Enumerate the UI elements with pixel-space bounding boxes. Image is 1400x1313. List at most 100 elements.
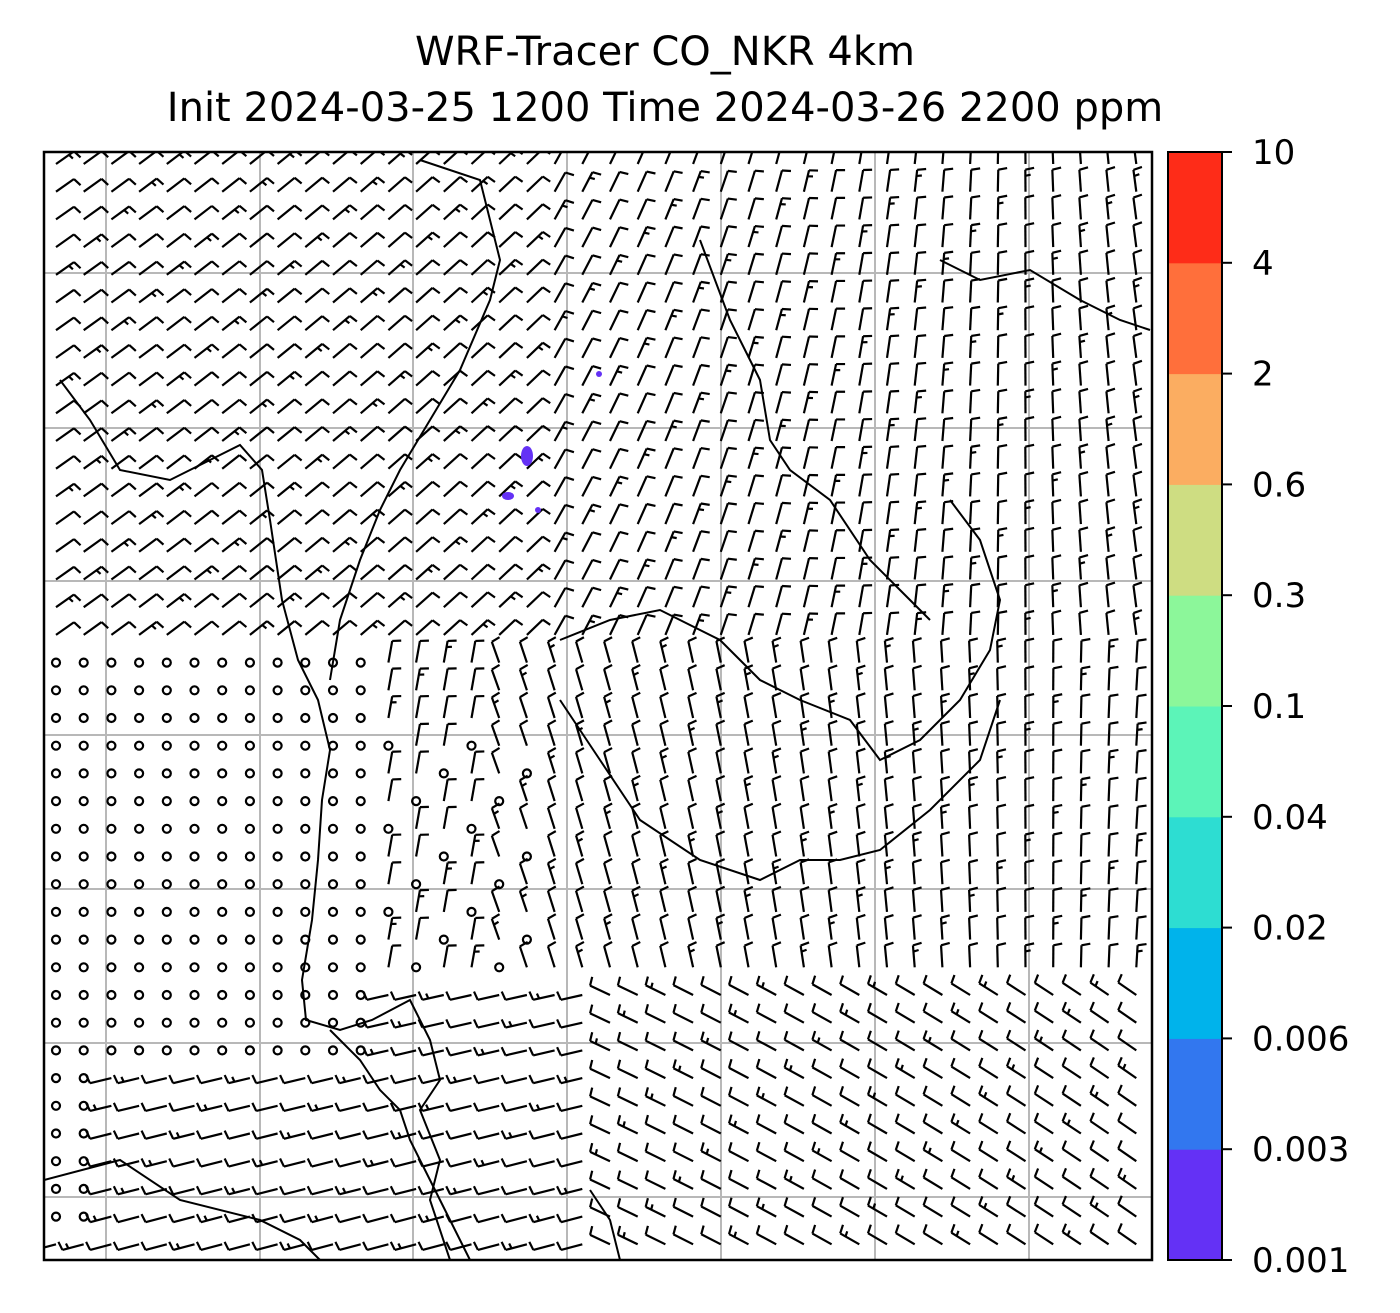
calm-circle — [161, 934, 172, 945]
wind-barb — [609, 337, 629, 359]
wind-barb — [387, 259, 413, 276]
calm-circle — [300, 685, 311, 696]
wind-barb — [969, 388, 981, 414]
calm-circle — [355, 685, 366, 696]
calm-circle — [244, 906, 255, 918]
wind-barb — [616, 1170, 639, 1190]
wind-barb — [866, 1113, 888, 1135]
calm-circle — [327, 823, 339, 834]
wind-barb — [911, 775, 922, 802]
wind-barb — [719, 363, 737, 386]
wind-barb — [743, 719, 754, 746]
wind-barb — [306, 1130, 334, 1140]
wind-barb — [249, 370, 275, 387]
wind-barb — [866, 1141, 888, 1163]
wind-barb — [783, 1114, 805, 1135]
wind-barb — [950, 1002, 971, 1024]
wind-barb — [664, 474, 683, 497]
wind-barb — [193, 565, 220, 581]
wind-barb — [553, 199, 575, 220]
wind-barb — [855, 775, 866, 802]
wind-barb — [1024, 277, 1035, 303]
wind-barb — [830, 446, 846, 469]
calm-circle — [355, 768, 366, 779]
wind-barb — [387, 564, 413, 581]
calm-circle — [244, 795, 255, 807]
wind-barb — [1079, 693, 1091, 719]
wind-barb — [775, 584, 792, 608]
wind-barb — [1089, 1112, 1110, 1135]
wind-barb — [498, 397, 524, 415]
wind-barb — [221, 454, 248, 470]
calm-circle — [78, 1045, 89, 1056]
wind-barb — [939, 692, 951, 719]
wind-barb — [775, 474, 792, 497]
wind-barb — [1132, 470, 1143, 497]
wind-barb — [1117, 1112, 1137, 1135]
wind-barb — [839, 1196, 860, 1218]
wind-barb — [1052, 693, 1063, 719]
wind-barb — [168, 1157, 195, 1168]
wind-barb — [715, 885, 726, 913]
wind-barb — [687, 858, 697, 885]
wind-barb — [996, 554, 1008, 580]
wind-barb — [827, 802, 838, 829]
wind-barb — [644, 976, 666, 996]
wind-barb — [362, 1046, 389, 1057]
wind-barb — [609, 475, 629, 497]
wind-barb — [894, 1113, 916, 1135]
wind-barb — [166, 288, 192, 304]
wind-barb — [389, 1157, 417, 1168]
wind-barb — [553, 614, 575, 636]
wind-barb — [603, 802, 613, 830]
calm-circle — [134, 740, 145, 751]
wind-barb — [969, 471, 981, 497]
wind-barb — [387, 314, 413, 332]
wind-barb — [1024, 305, 1035, 331]
wind-barb — [855, 803, 866, 829]
wind-barb — [1135, 915, 1147, 940]
colorbar-segment — [1168, 484, 1222, 596]
calm-circle — [244, 1017, 255, 1028]
wind-barb — [603, 774, 613, 802]
wind-barb — [672, 1225, 694, 1246]
wind-barb — [589, 1004, 611, 1024]
wind-barb — [473, 991, 500, 1001]
wind-barb — [251, 1102, 278, 1113]
wind-barb — [687, 885, 697, 913]
calm-circle — [217, 768, 228, 779]
wind-barb — [553, 309, 575, 331]
wind-barb — [747, 169, 764, 193]
wind-barb — [692, 613, 710, 636]
wind-barb — [830, 473, 846, 497]
wind-barb — [664, 197, 683, 220]
wind-barb — [692, 474, 710, 497]
wind-barb — [609, 558, 629, 580]
wind-barb — [743, 802, 754, 830]
wind-barb — [589, 1115, 611, 1135]
wind-barb — [332, 481, 358, 498]
wind-barb — [913, 306, 927, 331]
wind-barb — [631, 830, 641, 857]
wind-barb — [858, 528, 873, 552]
wind-barb — [415, 425, 441, 442]
wind-barb — [1061, 974, 1082, 996]
wind-barb — [387, 619, 413, 636]
wind-barb — [636, 225, 656, 248]
wind-barb — [470, 694, 485, 719]
wind-barb — [470, 667, 485, 691]
wind-barb — [692, 336, 710, 359]
wind-barb — [783, 1003, 805, 1024]
wind-barb — [166, 232, 192, 248]
wind-barb — [470, 175, 496, 193]
wind-barb — [941, 527, 954, 552]
calm-circle — [300, 989, 311, 1001]
wind-barb — [166, 565, 192, 581]
wind-barb — [941, 583, 954, 608]
calm-circle — [272, 989, 283, 1001]
wind-barb — [279, 1074, 306, 1085]
wind-barb — [221, 204, 248, 221]
wind-barb — [950, 1029, 971, 1052]
wind-barb — [470, 563, 496, 581]
wind-barb — [855, 830, 866, 857]
